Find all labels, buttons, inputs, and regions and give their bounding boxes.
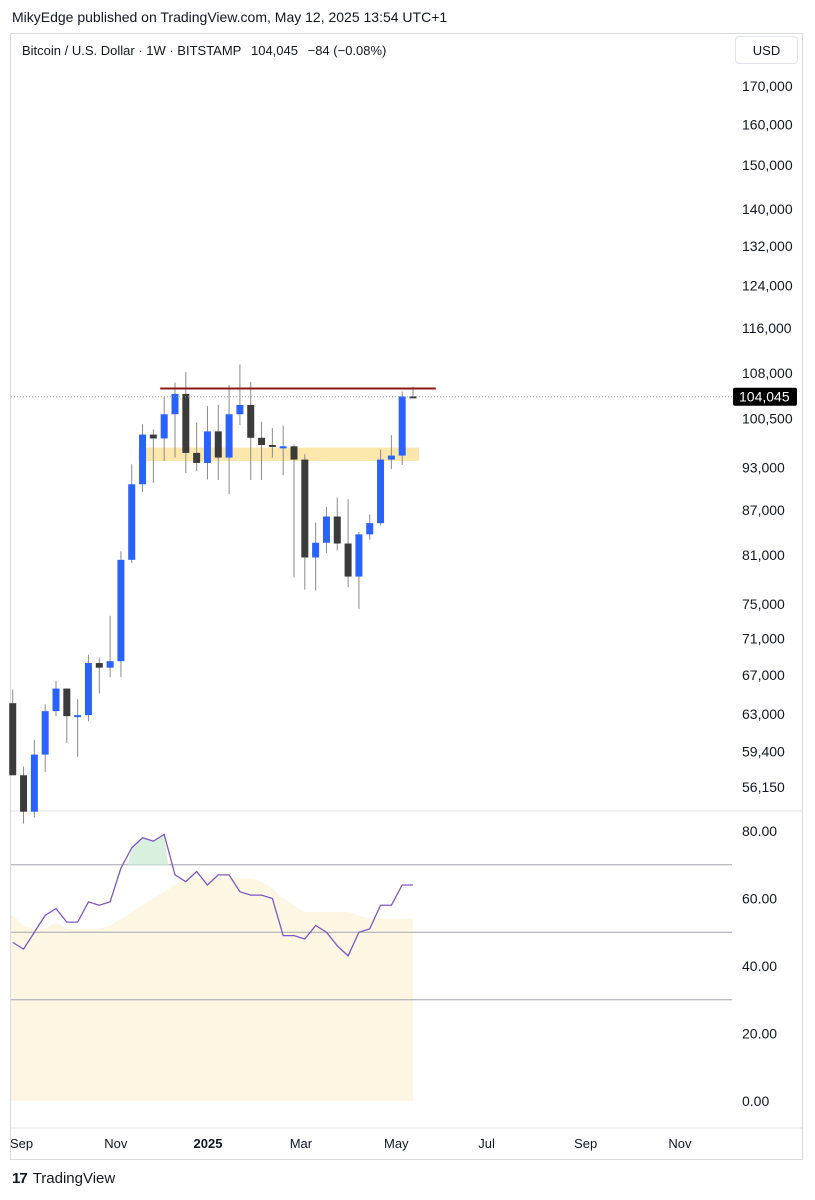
candle-body [333, 516, 341, 544]
candle-body [225, 414, 233, 458]
time-tick-label: May [384, 1136, 409, 1151]
symbol-name: Bitcoin / U.S. Dollar · 1W · BITSTAMP [22, 43, 242, 58]
publish-line: MikyEdge published on TradingView.com, M… [12, 9, 448, 25]
rsi-tick-label: 40.00 [742, 958, 777, 974]
brand-name: TradingView [32, 1170, 116, 1187]
candle-body [290, 446, 298, 460]
candles [9, 364, 417, 824]
price-tick-label: 116,000 [742, 320, 792, 336]
candle-body [236, 404, 244, 415]
candle-body [149, 434, 157, 439]
candle-body [84, 663, 92, 716]
chart-frame [10, 33, 803, 1160]
price-tick-label: 124,000 [742, 278, 793, 294]
rsi-tick-label: 60.00 [742, 891, 777, 907]
candle-body [95, 663, 103, 668]
price-tick-label: 170,000 [742, 78, 793, 94]
support-zone-rect [138, 447, 419, 461]
time-tick-label: Sep [10, 1136, 33, 1151]
tradingview-logo-icon: 17 [12, 1170, 28, 1187]
price-change: −84 (−0.08%) [307, 43, 387, 58]
price-tick-label: 150,000 [742, 157, 793, 173]
rsi-tick-label: 80.00 [742, 823, 777, 839]
time-tick-label: Nov [668, 1136, 692, 1151]
candle-body [301, 459, 309, 558]
last-price-legend: 104,045 [250, 43, 298, 58]
time-tick-label: Sep [574, 1136, 597, 1151]
price-tick-label: 140,000 [742, 201, 793, 217]
rsi-overbought-fill [127, 834, 169, 865]
price-tick-label: 93,000 [742, 460, 785, 476]
candle-body [160, 414, 168, 439]
price-tick-label: 59,400 [742, 743, 785, 759]
candle-body [366, 523, 374, 535]
rsi-band-area [11, 878, 413, 1101]
price-tick-label: 75,000 [742, 596, 785, 612]
candle-body [9, 703, 17, 776]
candle-body [128, 484, 136, 560]
time-axis: Sep Nov 2025 Mar May Jul Sep Nov [10, 1127, 803, 1151]
last-price-badge [733, 387, 797, 406]
candle-body [258, 437, 266, 445]
candle-body [203, 431, 211, 463]
candle-body [398, 396, 406, 456]
candle-body [63, 688, 71, 717]
candle-body [117, 559, 125, 662]
candle-body [322, 516, 330, 543]
candle-body [344, 543, 352, 577]
candle-body [30, 754, 38, 812]
price-tick-label: 67,000 [742, 667, 785, 683]
rsi-tick-label: 0.00 [742, 1093, 769, 1109]
candle-body [182, 393, 190, 453]
rsi-tick-label: 20.00 [742, 1026, 777, 1042]
price-tick-label: 71,000 [742, 631, 785, 647]
candle-body [193, 452, 201, 463]
price-tick-label: 160,000 [742, 116, 793, 132]
time-tick-label: Mar [290, 1136, 313, 1151]
support-zone [138, 447, 419, 461]
candle-body [355, 534, 363, 577]
candle-body [171, 393, 179, 415]
time-tick-label: 2025 [194, 1136, 223, 1151]
candle-body [52, 688, 60, 712]
candle-body [106, 661, 114, 668]
price-tick-label: 87,000 [742, 502, 785, 518]
price-tick-label: 132,000 [742, 238, 793, 254]
candle-body [20, 775, 28, 812]
symbol-legend[interactable]: Bitcoin / U.S. Dollar · 1W · BITSTAMP 10… [22, 43, 386, 58]
price-tick-label: 63,000 [742, 706, 785, 722]
candle-body [139, 434, 147, 485]
rsi-line [12, 833, 413, 957]
price-axis: 170,000 160,000 150,000 140,000 132,000 124,0… [11, 78, 803, 812]
candle-body [268, 444, 276, 447]
price-tick-label: 100,500 [742, 411, 793, 427]
candle-body [41, 711, 49, 755]
candle-body [214, 431, 222, 458]
candle-body [247, 404, 255, 438]
tradingview-brand[interactable]: 17 TradingView [12, 1170, 115, 1187]
time-tick-label: Nov [104, 1136, 128, 1151]
time-tick-label: Jul [478, 1136, 495, 1151]
candle-body [387, 455, 395, 460]
price-tick-label: 108,000 [742, 365, 793, 381]
price-tick-label: 56,150 [742, 779, 785, 795]
candle-body [377, 459, 385, 524]
candle-body [312, 542, 320, 558]
rsi-panel: 80.00 60.00 40.00 20.00 0.00 [11, 823, 777, 1109]
last-price-label: 104,045 [739, 389, 790, 405]
candle-body [74, 715, 82, 718]
candle-body [279, 446, 287, 449]
currency-button[interactable]: USD [735, 36, 798, 64]
last-price-marker: 104,045 [11, 387, 797, 406]
candle-body [409, 396, 417, 399]
price-tick-label: 81,000 [742, 547, 785, 563]
